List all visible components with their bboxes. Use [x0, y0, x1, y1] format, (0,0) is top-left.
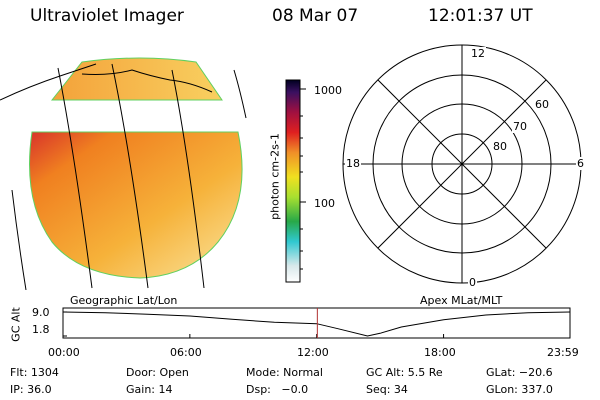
mlt-label-6: 6	[576, 157, 585, 170]
apex-grid-label: Apex MLat/MLT	[420, 294, 503, 307]
x-tick-0000: 00:00	[48, 346, 80, 359]
polar-diagonal	[377, 79, 547, 249]
status-door: Door: Open	[126, 366, 189, 379]
mlt-label-12: 12	[470, 47, 486, 60]
uv-image-panel	[0, 57, 247, 290]
status-glat: GLat: −20.6	[486, 366, 553, 379]
x-tick-1800: 18:00	[424, 346, 456, 359]
status-ip: IP: 36.0	[10, 383, 52, 396]
status-glon: GLon: 337.0	[486, 383, 553, 396]
color-bar-label: photon cm-2s-1	[268, 133, 282, 220]
grid-line	[57, 67, 93, 289]
lower-image-disc	[29, 131, 243, 279]
grid-line	[233, 69, 247, 119]
date-label: 08 Mar 07	[272, 6, 359, 26]
polar-plot	[342, 44, 582, 284]
geographic-grid-label: Geographic Lat/Lon	[70, 294, 178, 307]
time-label: 12:01:37 UT	[428, 6, 533, 26]
status-seq: Seq: 34	[366, 383, 408, 396]
mlt-label-18: 18	[345, 157, 361, 170]
status-dsp: Dsp: −0.0	[246, 383, 309, 396]
grid-line	[171, 69, 205, 289]
gc-alt-series-line	[62, 311, 571, 337]
mlat-label-80: 80	[492, 140, 508, 153]
coastline	[81, 69, 213, 93]
color-bar-gradient	[285, 79, 301, 283]
grid-line	[111, 63, 149, 289]
color-bar	[285, 79, 306, 283]
upper-image-slice	[50, 57, 223, 101]
color-bar-tick-1000: 1000	[314, 84, 342, 97]
mlat-label-70: 70	[512, 120, 528, 133]
altitude-strip-chart	[62, 307, 571, 339]
mlt-label-0: 0	[468, 276, 477, 289]
instrument-title: Ultraviolet Imager	[30, 6, 184, 26]
mlat-label-60: 60	[534, 98, 550, 111]
status-mode: Mode: Normal	[246, 366, 323, 379]
color-bar-tick-100: 100	[314, 197, 335, 210]
status-gc-alt: GC Alt: 5.5 Re	[366, 366, 443, 379]
status-flight: Flt: 1304	[10, 366, 59, 379]
status-gain: Gain: 14	[126, 383, 173, 396]
alt-tick-top: 9.0	[32, 306, 50, 319]
alt-tick-bottom: 1.8	[32, 323, 50, 336]
x-tick-2359: 23:59	[547, 346, 579, 359]
strip-frame	[62, 307, 571, 339]
x-tick-1200: 12:00	[297, 346, 329, 359]
grid-line	[11, 189, 27, 290]
x-tick-0600: 06:00	[170, 346, 202, 359]
